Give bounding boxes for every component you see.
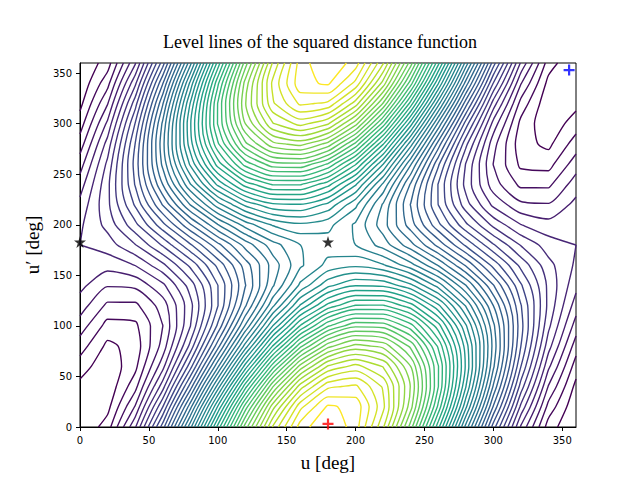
svg-text:200: 200 [346,435,365,446]
svg-text:250: 250 [415,435,434,446]
svg-text:200: 200 [53,219,72,230]
svg-text:50: 50 [143,435,156,446]
svg-text:Level lines of the squared dis: Level lines of the squared distance func… [163,32,477,52]
svg-text:u [deg]: u [deg] [301,452,355,473]
svg-text:0: 0 [66,422,72,433]
svg-text:u′ [deg]: u′ [deg] [22,216,43,275]
svg-text:0: 0 [77,435,83,446]
svg-text:300: 300 [484,435,503,446]
svg-text:150: 150 [53,270,72,281]
svg-text:250: 250 [53,169,72,180]
svg-text:350: 350 [553,435,572,446]
svg-text:50: 50 [59,371,72,382]
svg-text:350: 350 [53,68,72,79]
svg-text:150: 150 [277,435,296,446]
svg-text:100: 100 [208,435,227,446]
svg-text:100: 100 [53,320,72,331]
svg-text:300: 300 [53,118,72,129]
